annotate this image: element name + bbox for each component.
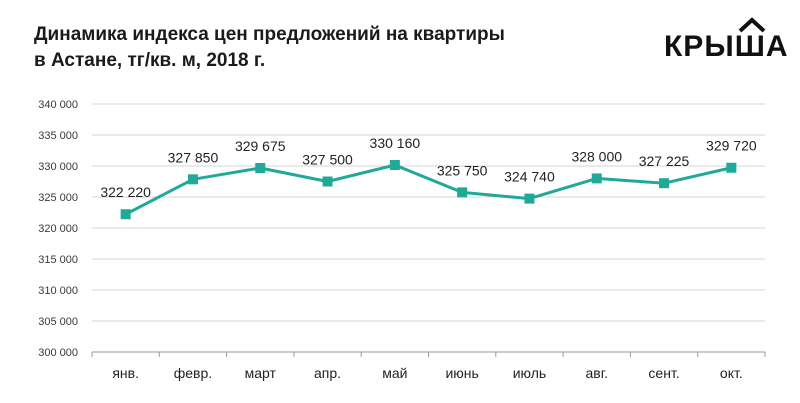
data-label: 324 740 <box>504 169 555 185</box>
y-tick-label: 310 000 <box>38 285 78 297</box>
series <box>120 160 737 220</box>
data-label: 327 225 <box>639 153 690 169</box>
data-label: 328 000 <box>571 148 622 164</box>
data-point-marker <box>389 160 400 171</box>
logo-roof-icon <box>738 17 766 33</box>
krysha-logo: КРЫША <box>664 14 790 63</box>
series-line <box>124 163 732 216</box>
data-point-marker <box>726 162 737 173</box>
data-label: 325 750 <box>437 162 488 178</box>
y-tick-label: 320 000 <box>38 223 78 235</box>
data-point-marker <box>187 174 198 185</box>
y-tick-label: 300 000 <box>38 347 78 359</box>
x-tick-label: апр. <box>314 365 341 381</box>
y-axis: 300 000 305 000 310 000 315 000 320 000 325 0… <box>38 99 78 359</box>
y-tick-label: 325 000 <box>38 192 78 204</box>
data-point-marker <box>255 163 266 174</box>
data-point-marker <box>120 209 131 220</box>
data-label: 329 675 <box>235 138 286 154</box>
data-point-marker <box>659 178 670 189</box>
y-tick-label: 315 000 <box>38 254 78 266</box>
x-tick-label: июнь <box>445 365 478 381</box>
x-axis: янв. февр. март апр. май июнь июль авг. сент. окт… <box>91 351 766 381</box>
data-label: 329 720 <box>706 138 757 154</box>
x-tick-label: март <box>245 365 277 381</box>
data-point-marker <box>524 193 535 204</box>
data-label: 330 160 <box>370 135 421 151</box>
x-tick-label: май <box>382 365 407 381</box>
chart-title-line-2: в Астане, тг/кв. м, 2018 г. <box>34 50 266 71</box>
data-point-marker <box>322 176 333 187</box>
y-tick-label: 340 000 <box>38 99 78 111</box>
data-label: 322 220 <box>100 184 151 200</box>
x-tick-label: янв. <box>112 365 139 381</box>
y-tick-label: 305 000 <box>38 316 78 328</box>
data-labels: 322 220 327 850 329 675 327 500 330 160 325 7… <box>100 135 757 200</box>
data-point-marker <box>457 187 468 198</box>
x-tick-label: окт. <box>720 365 743 381</box>
logo-text: КРЫША <box>664 30 789 63</box>
y-tick-label: 330 000 <box>38 161 78 173</box>
y-tick-label: 335 000 <box>38 130 78 142</box>
data-label: 327 850 <box>168 149 219 165</box>
chart-title: Динамика индекса цен предложений на квар… <box>34 22 594 74</box>
x-tick-label: сент. <box>648 365 679 381</box>
data-label: 327 500 <box>302 152 353 168</box>
x-tick-label: февр. <box>174 365 212 381</box>
x-tick-label: авг. <box>585 365 608 381</box>
grid-lines <box>92 103 765 322</box>
x-tick-label: июль <box>513 365 546 381</box>
data-point-marker <box>591 173 602 184</box>
chart-title-line-1: Динамика индекса цен предложений на квар… <box>34 24 505 45</box>
